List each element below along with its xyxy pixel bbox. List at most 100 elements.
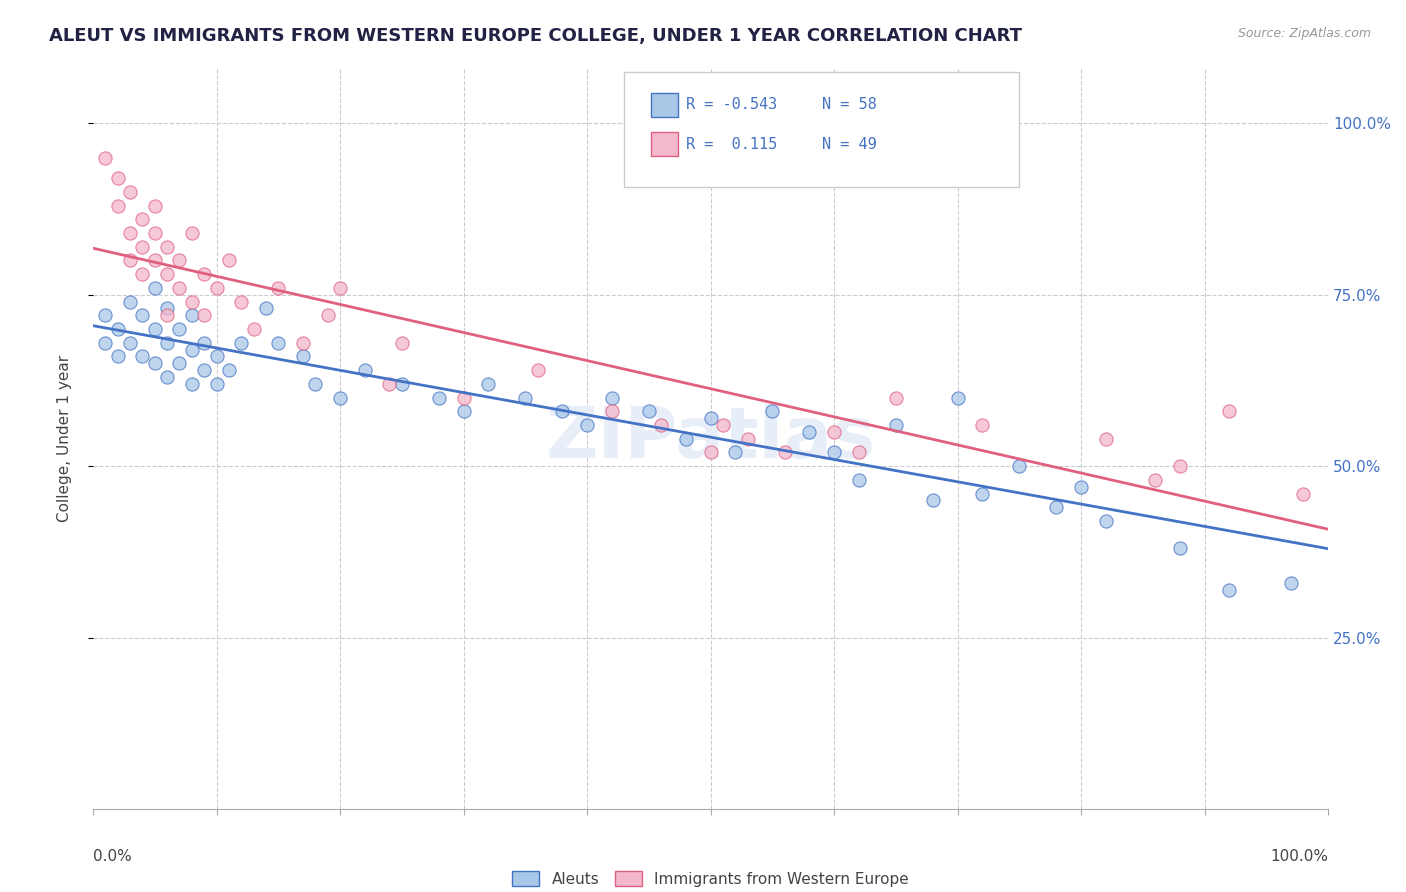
Point bbox=[131, 267, 153, 281]
Point bbox=[169, 281, 191, 295]
Point bbox=[205, 376, 228, 391]
Point bbox=[143, 281, 166, 295]
Point bbox=[143, 253, 166, 268]
Bar bbox=[651, 132, 679, 156]
Point bbox=[551, 404, 574, 418]
Point bbox=[180, 376, 202, 391]
Point bbox=[453, 404, 475, 418]
Point bbox=[156, 240, 179, 254]
Point bbox=[848, 473, 870, 487]
Point bbox=[156, 309, 179, 323]
Point bbox=[193, 335, 215, 350]
Point bbox=[131, 309, 153, 323]
Point bbox=[823, 425, 845, 439]
Point bbox=[231, 335, 253, 350]
Text: ALEUT VS IMMIGRANTS FROM WESTERN EUROPE COLLEGE, UNDER 1 YEAR CORRELATION CHART: ALEUT VS IMMIGRANTS FROM WESTERN EUROPE … bbox=[49, 27, 1022, 45]
Point bbox=[600, 404, 623, 418]
Point bbox=[143, 226, 166, 240]
Point bbox=[94, 151, 117, 165]
Point bbox=[205, 350, 228, 364]
Point bbox=[799, 425, 821, 439]
Point bbox=[94, 309, 117, 323]
Point bbox=[699, 445, 721, 459]
Point bbox=[180, 309, 202, 323]
Point bbox=[242, 322, 264, 336]
Point bbox=[143, 199, 166, 213]
Point bbox=[131, 350, 153, 364]
Point bbox=[761, 404, 783, 418]
Text: Source: ZipAtlas.com: Source: ZipAtlas.com bbox=[1237, 27, 1371, 40]
Point bbox=[1218, 582, 1240, 597]
Point bbox=[120, 185, 142, 199]
Point bbox=[391, 376, 413, 391]
Point bbox=[193, 363, 215, 377]
Point bbox=[576, 418, 599, 433]
Point bbox=[107, 171, 129, 186]
Text: 100.0%: 100.0% bbox=[1270, 849, 1329, 864]
Point bbox=[329, 391, 352, 405]
FancyBboxPatch shape bbox=[624, 72, 1019, 187]
Point bbox=[884, 391, 907, 405]
Point bbox=[169, 253, 191, 268]
Point bbox=[180, 343, 202, 357]
Y-axis label: College, Under 1 year: College, Under 1 year bbox=[58, 355, 72, 523]
Point bbox=[773, 445, 796, 459]
Point bbox=[922, 493, 945, 508]
Point bbox=[291, 350, 314, 364]
Point bbox=[156, 301, 179, 316]
Point bbox=[1144, 473, 1167, 487]
Point bbox=[972, 418, 994, 433]
Point bbox=[884, 418, 907, 433]
Point bbox=[131, 240, 153, 254]
Point bbox=[526, 363, 548, 377]
Bar bbox=[651, 93, 679, 117]
Point bbox=[737, 432, 759, 446]
Point bbox=[143, 322, 166, 336]
Point bbox=[1168, 541, 1191, 556]
Point bbox=[823, 445, 845, 459]
Point bbox=[1168, 459, 1191, 474]
Point bbox=[637, 404, 659, 418]
Point bbox=[107, 350, 129, 364]
Text: ZIPatlas: ZIPatlas bbox=[546, 404, 876, 474]
Point bbox=[218, 363, 240, 377]
Point bbox=[169, 356, 191, 370]
Point bbox=[143, 356, 166, 370]
Point bbox=[316, 309, 339, 323]
Point bbox=[699, 411, 721, 425]
Text: R = -0.543: R = -0.543 bbox=[686, 97, 778, 112]
Point bbox=[291, 335, 314, 350]
Text: R =  0.115: R = 0.115 bbox=[686, 136, 778, 152]
Point bbox=[267, 335, 290, 350]
Point bbox=[650, 418, 672, 433]
Point bbox=[391, 335, 413, 350]
Point bbox=[711, 418, 734, 433]
Point bbox=[180, 294, 202, 309]
Point bbox=[1045, 500, 1067, 515]
Point bbox=[972, 486, 994, 500]
Point bbox=[724, 445, 747, 459]
Point bbox=[120, 253, 142, 268]
Point bbox=[1218, 404, 1240, 418]
Point bbox=[1070, 480, 1092, 494]
Point bbox=[848, 445, 870, 459]
Point bbox=[353, 363, 375, 377]
Point bbox=[946, 391, 969, 405]
Text: 0.0%: 0.0% bbox=[93, 849, 132, 864]
Point bbox=[205, 281, 228, 295]
Point bbox=[94, 335, 117, 350]
Point bbox=[427, 391, 450, 405]
Point bbox=[1094, 514, 1116, 528]
Point bbox=[231, 294, 253, 309]
Point bbox=[131, 212, 153, 227]
Point bbox=[156, 267, 179, 281]
Point bbox=[1292, 486, 1315, 500]
Text: N = 58: N = 58 bbox=[821, 97, 876, 112]
Point bbox=[180, 226, 202, 240]
Point bbox=[1094, 432, 1116, 446]
Point bbox=[675, 432, 697, 446]
Text: N = 49: N = 49 bbox=[821, 136, 876, 152]
Point bbox=[254, 301, 277, 316]
Point bbox=[515, 391, 537, 405]
Legend: Aleuts, Immigrants from Western Europe: Aleuts, Immigrants from Western Europe bbox=[512, 871, 910, 887]
